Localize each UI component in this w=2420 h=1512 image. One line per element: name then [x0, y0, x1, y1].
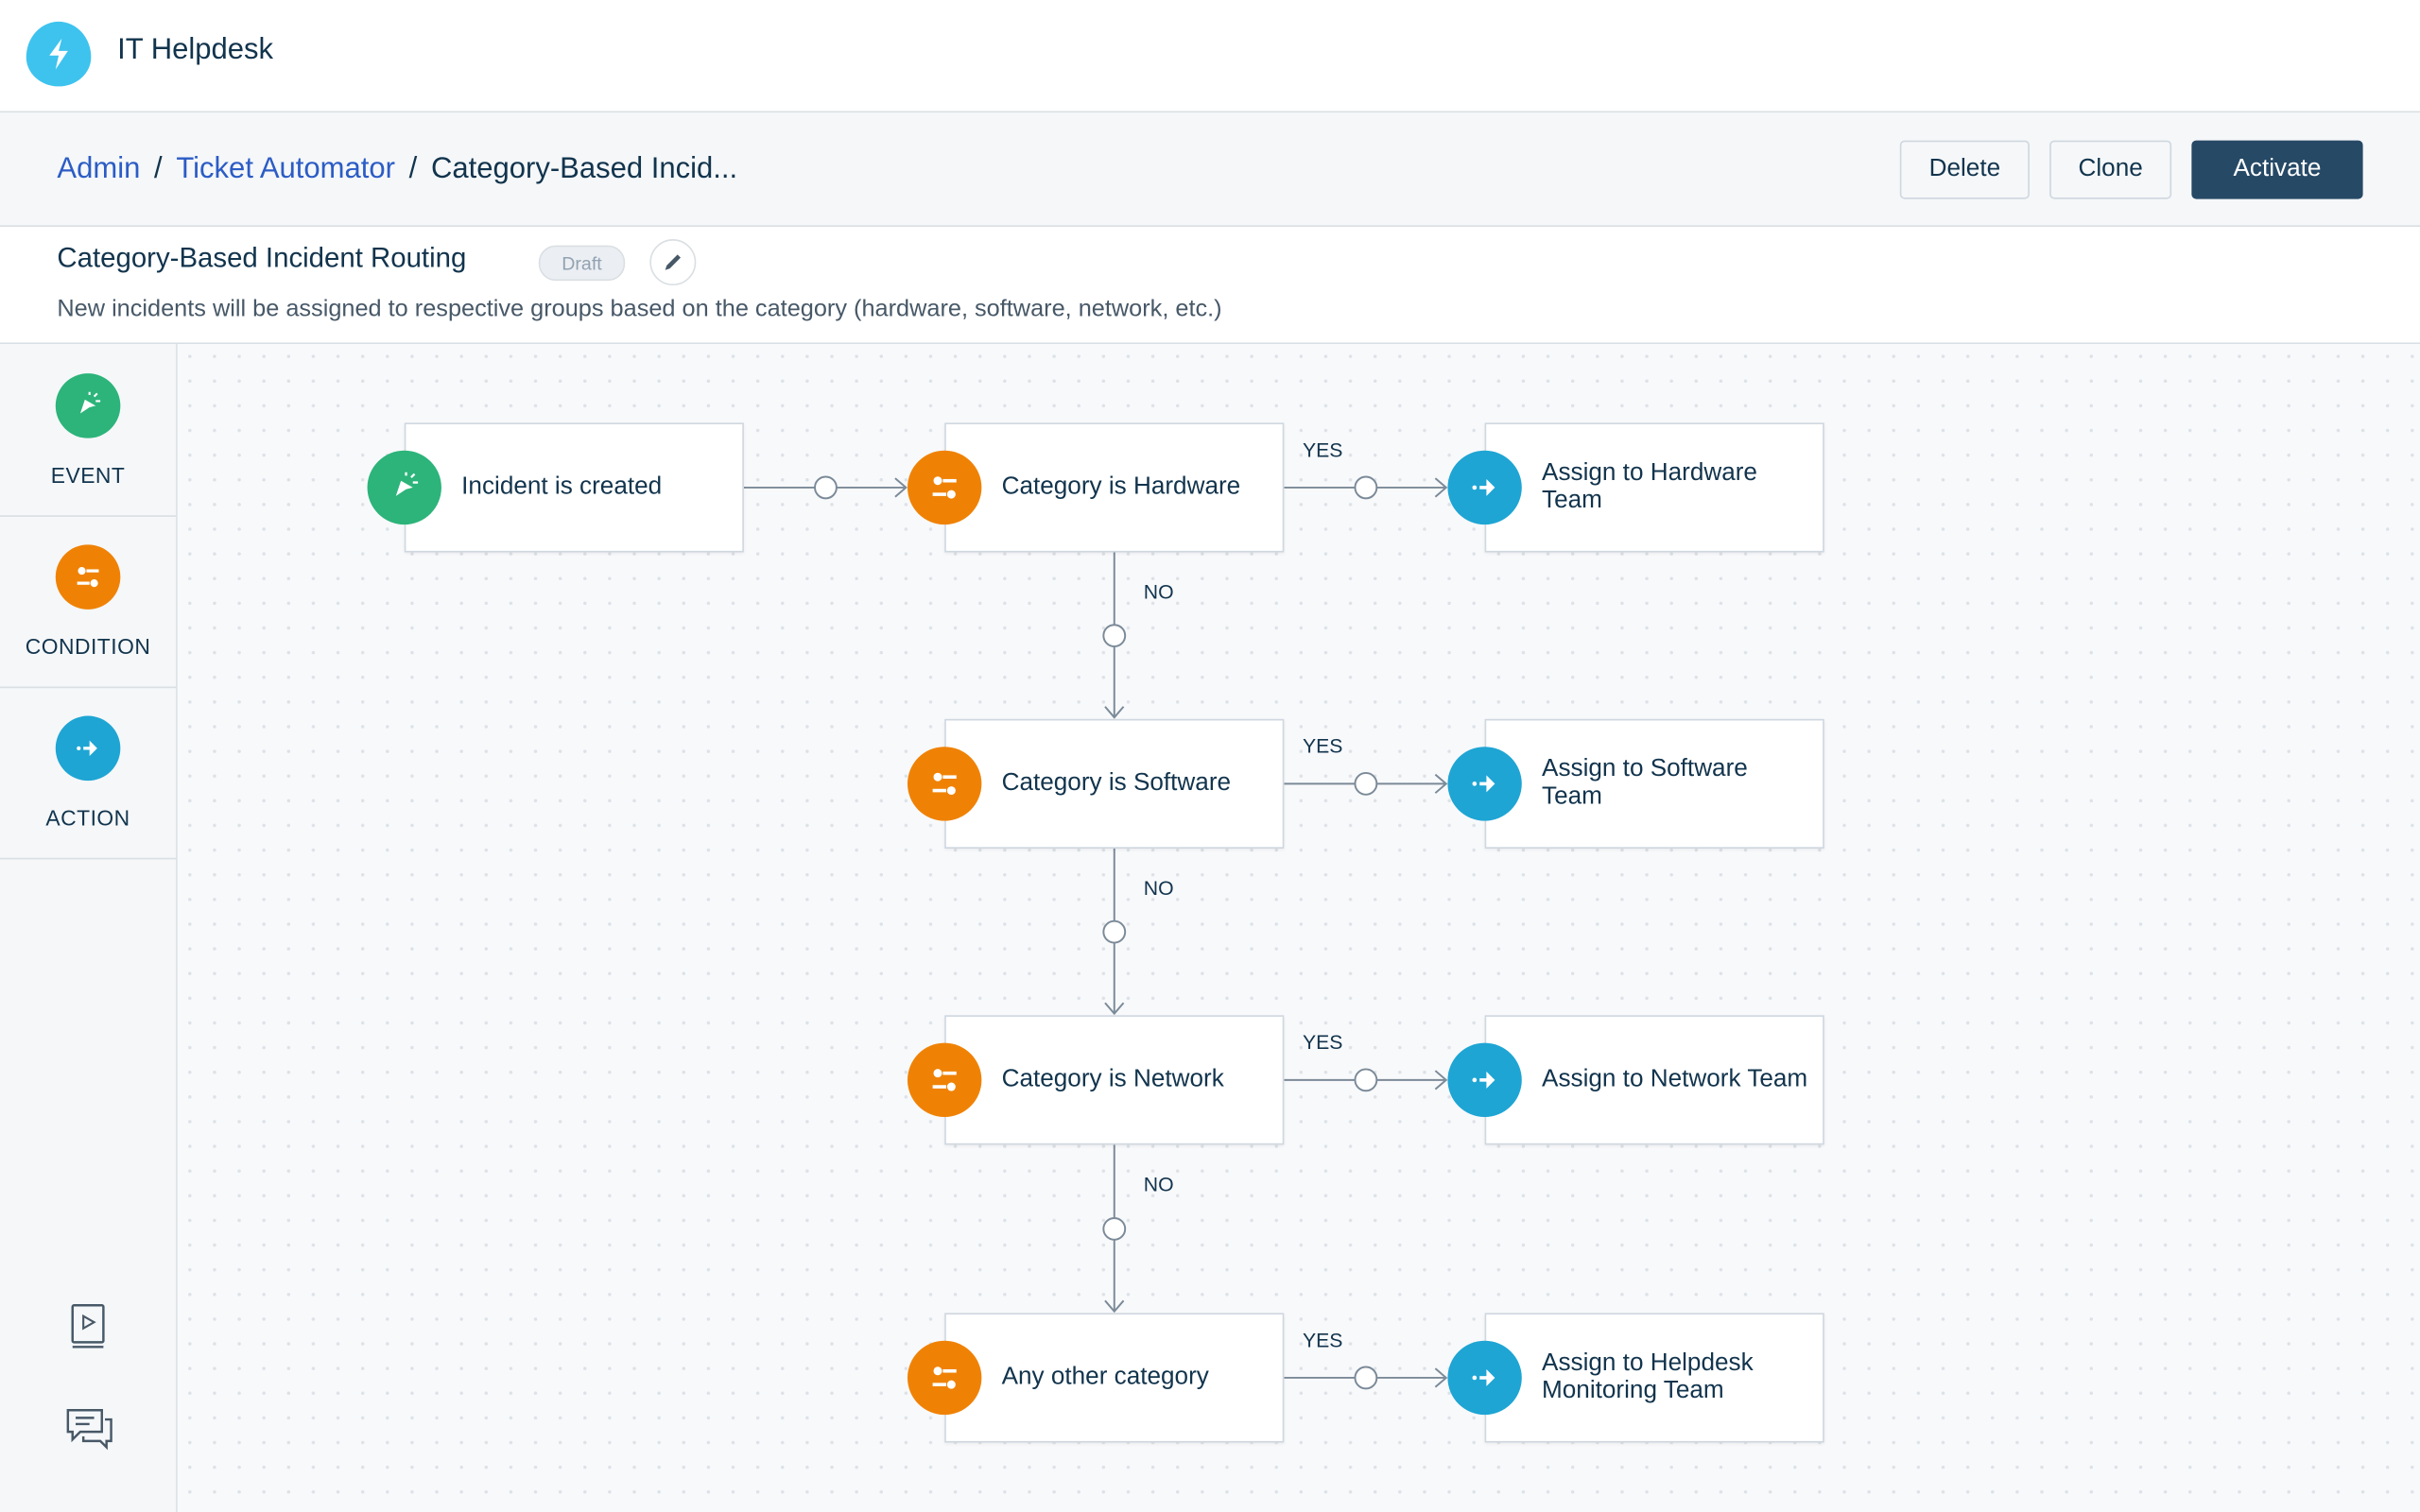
- arrow-head: [1104, 1299, 1125, 1314]
- node-label: Assign to Network Team: [1542, 1066, 1808, 1092]
- action-node[interactable]: Assign to Helpdesk Monitoring Team: [1484, 1313, 1824, 1443]
- arrow-head: [1434, 1367, 1448, 1388]
- add-step-handle: [814, 475, 838, 500]
- rule-description: New incidents will be assigned to respec…: [57, 296, 1222, 323]
- condition-node[interactable]: Category is Hardware: [944, 422, 1285, 553]
- sliders-icon: [907, 1042, 982, 1118]
- rule-header: [0, 226, 2420, 345]
- sliders-icon: [907, 450, 982, 525]
- pencil-icon: [665, 254, 681, 270]
- arrow-head: [894, 477, 908, 498]
- delete-button[interactable]: Delete: [1899, 140, 2030, 199]
- action-node[interactable]: Assign to Network Team: [1484, 1015, 1824, 1145]
- node-label: Category is Network: [1001, 1066, 1224, 1092]
- breadcrumb-admin[interactable]: Admin: [57, 152, 141, 185]
- add-step-handle: [1102, 624, 1127, 648]
- breadcrumb-separator: /: [408, 152, 418, 185]
- add-step-handle: [1354, 771, 1378, 796]
- yes-label: YES: [1302, 1328, 1343, 1352]
- arrow-right-icon: [1447, 450, 1522, 525]
- add-step-handle: [1102, 1216, 1127, 1241]
- breadcrumb-separator: /: [154, 152, 163, 185]
- condition-node[interactable]: Any other category: [944, 1313, 1285, 1443]
- arrow-head: [1104, 706, 1125, 719]
- node-label: Category is Hardware: [1001, 473, 1241, 500]
- no-label: NO: [1143, 579, 1174, 604]
- palette-label: ACTION: [45, 805, 130, 831]
- node-label: Assign to Software Team: [1542, 755, 1748, 811]
- no-label: NO: [1143, 1172, 1174, 1196]
- node-palette: [0, 344, 178, 1512]
- breadcrumb-ticket-automator[interactable]: Ticket Automator: [176, 152, 395, 185]
- sliders-icon: [907, 1340, 982, 1416]
- node-label: Assign to Hardware Team: [1542, 459, 1757, 514]
- rule-title: Category-Based Incident Routing: [57, 242, 467, 273]
- yes-label: YES: [1302, 1030, 1343, 1055]
- event-node[interactable]: Incident is created: [404, 422, 744, 553]
- sliders-icon: [907, 747, 982, 821]
- node-label: Assign to Helpdesk Monitoring Team: [1542, 1349, 1754, 1404]
- cursor-click-icon: [55, 373, 121, 438]
- app-title: IT Helpdesk: [117, 33, 274, 67]
- cursor-click-icon: [367, 450, 441, 525]
- palette-condition[interactable]: CONDITION: [0, 515, 177, 689]
- add-step-handle: [1354, 1366, 1378, 1390]
- yes-label: YES: [1302, 734, 1343, 758]
- action-node[interactable]: Assign to Hardware Team: [1484, 422, 1824, 553]
- yes-label: YES: [1302, 438, 1343, 462]
- no-label: NO: [1143, 876, 1174, 900]
- add-step-handle: [1102, 919, 1127, 944]
- arrow-right-icon: [1447, 1340, 1522, 1416]
- clone-button[interactable]: Clone: [2049, 140, 2172, 199]
- node-label: Incident is created: [461, 473, 663, 500]
- condition-node[interactable]: Category is Software: [944, 718, 1285, 849]
- arrow-head: [1434, 773, 1448, 794]
- palette-action[interactable]: ACTION: [0, 687, 177, 860]
- edit-button[interactable]: [649, 239, 697, 286]
- top-bar: [0, 0, 2420, 113]
- palette-label: CONDITION: [25, 634, 151, 660]
- app-logo[interactable]: [26, 21, 92, 87]
- breadcrumb: Admin / Ticket Automator / Category-Base…: [57, 153, 737, 187]
- node-label: Any other category: [1001, 1364, 1209, 1391]
- breadcrumb-current: Category-Based Incid...: [430, 152, 738, 185]
- chat-icon[interactable]: [65, 1407, 114, 1458]
- node-label: Category is Software: [1001, 769, 1232, 797]
- arrow-head: [1434, 477, 1448, 498]
- condition-node[interactable]: Category is Network: [944, 1015, 1285, 1145]
- add-step-handle: [1354, 1068, 1378, 1092]
- arrow-right-icon: [1447, 1042, 1522, 1118]
- arrow-head: [1104, 1002, 1125, 1016]
- add-step-handle: [1354, 475, 1378, 500]
- arrow-right-icon: [55, 715, 121, 782]
- action-node[interactable]: Assign to Software Team: [1484, 718, 1824, 849]
- palette-label: EVENT: [50, 462, 126, 488]
- arrow-head: [1434, 1070, 1448, 1091]
- video-guide-icon[interactable]: [69, 1303, 106, 1358]
- arrow-right-icon: [1447, 747, 1522, 821]
- lightning-icon: [49, 38, 68, 70]
- palette-event[interactable]: EVENT: [0, 344, 177, 517]
- status-badge: Draft: [538, 245, 626, 282]
- activate-button[interactable]: Activate: [2191, 140, 2363, 199]
- sliders-icon: [55, 544, 121, 610]
